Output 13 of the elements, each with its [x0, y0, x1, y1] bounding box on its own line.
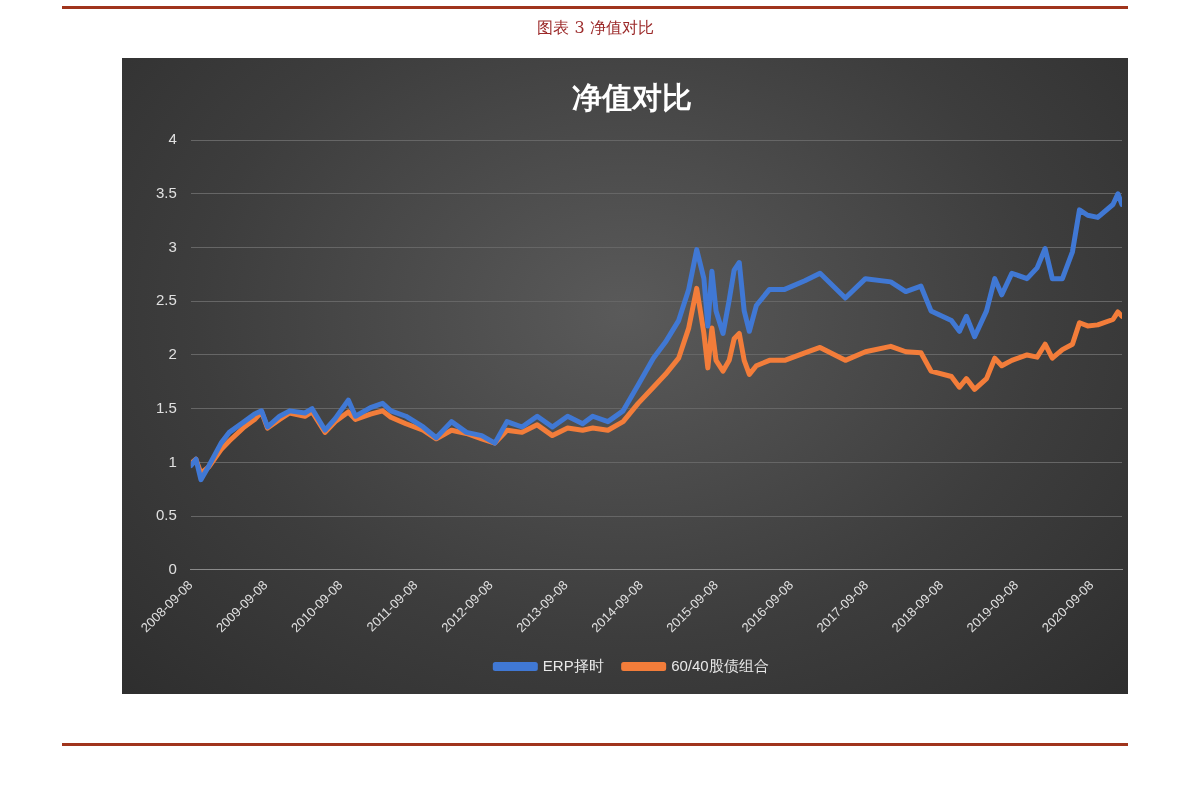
- legend-label: ERP择时: [542, 656, 604, 674]
- y-tick-label: 1: [168, 452, 177, 470]
- y-tick-label: 3.5: [155, 183, 177, 201]
- text: 图表 3 净值对比: [536, 18, 655, 39]
- y-tick-label: 4: [168, 130, 177, 148]
- chart-title: 净值对比: [572, 79, 692, 115]
- y-tick-label: 2.5: [155, 291, 177, 309]
- y-tick-label: 2: [168, 345, 177, 363]
- y-tick-label: 3: [168, 237, 177, 255]
- legend-label: 60/40股债组合: [671, 656, 769, 674]
- y-tick-label: 0.5: [155, 506, 177, 524]
- y-tick-label: 0: [168, 560, 177, 578]
- y-tick-label: 1.5: [155, 398, 177, 416]
